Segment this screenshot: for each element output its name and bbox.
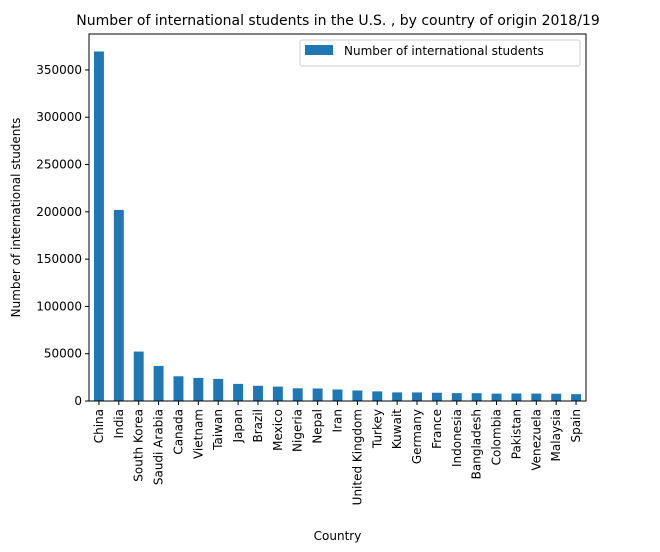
bar-turkey [372,391,383,401]
y-tick-label: 150000 [36,252,82,266]
x-tick-label: South Korea [132,409,146,482]
x-tick-label: Spain [569,409,583,443]
bar-spain [571,394,582,401]
y-tick-label: 300000 [36,110,82,124]
y-tick-label: 200000 [36,205,82,219]
bar-saudi-arabia [153,365,164,401]
x-tick-label: Vietnam [191,409,205,459]
y-tick-label: 250000 [36,158,82,172]
x-axis: China India South Korea Saudi Arabia Canada V… [92,401,583,505]
y-tick-label: 350000 [36,63,82,77]
bar-bangladesh [471,393,482,401]
bar-malaysia [551,393,562,401]
x-tick-label: China [92,409,106,443]
x-axis-label: Country [314,529,362,543]
bar-brazil [253,385,263,401]
x-tick-label: Turkey [370,409,384,449]
bar-nigeria [292,388,303,401]
x-tick-label: Indonesia [450,409,464,467]
y-tick-label: 100000 [36,299,82,313]
y-axis-label: Number of international students [9,118,23,318]
bar-germany [412,392,422,401]
bar-india [113,209,124,401]
bar-pakistan [511,393,522,401]
x-tick-label: Mexico [271,409,285,451]
bar-venezuela [531,393,542,401]
x-tick-label: Canada [171,409,185,455]
x-tick-label: Kuwait [390,409,404,449]
y-tick-label: 50000 [44,347,82,361]
bar-colombia [491,393,502,401]
x-tick-label: Nepal [311,409,325,444]
bar-iran [332,389,343,401]
bar-kuwait [392,392,403,401]
x-tick-label: Pakistan [509,409,523,459]
legend: Number of international students [299,39,581,67]
bar-mexico [272,386,283,401]
chart-title: Number of international students in the … [76,13,600,29]
bar-united-kingdom [352,390,363,401]
y-tick-label: 0 [74,394,82,408]
x-tick-label: Germany [410,409,424,464]
bar-canada [173,376,184,401]
bar-japan [233,383,244,401]
x-tick-label: Iran [331,409,345,432]
x-tick-label: France [430,409,444,449]
plot-frame [88,33,587,402]
x-tick-label: Colombia [490,409,504,465]
x-tick-label: Saudi Arabia [152,409,166,485]
bar-indonesia [451,393,462,401]
bar-taiwan [213,378,224,401]
x-tick-label: Malaysia [549,409,563,461]
y-axis: 0 50000 100000 150000 200000 250000 300000 3500… [36,63,89,408]
bar-vietnam [193,377,204,401]
x-tick-label: India [112,409,126,438]
bar-france [431,392,442,401]
bar-nepal [312,388,323,401]
x-tick-label: Bangladesh [470,409,484,479]
bar-south-korea [133,351,144,401]
x-tick-label: Nigeria [291,409,305,452]
x-tick-label: Venezuela [529,409,543,471]
x-tick-label: United Kingdom [350,409,364,505]
bar-china [93,51,104,401]
x-tick-label: Brazil [251,409,265,443]
legend-frame [299,39,581,67]
legend-label: Number of international students [344,44,544,58]
legend-swatch [305,45,333,55]
x-tick-label: Taiwan [211,409,225,451]
x-tick-label: Japan [231,409,245,443]
